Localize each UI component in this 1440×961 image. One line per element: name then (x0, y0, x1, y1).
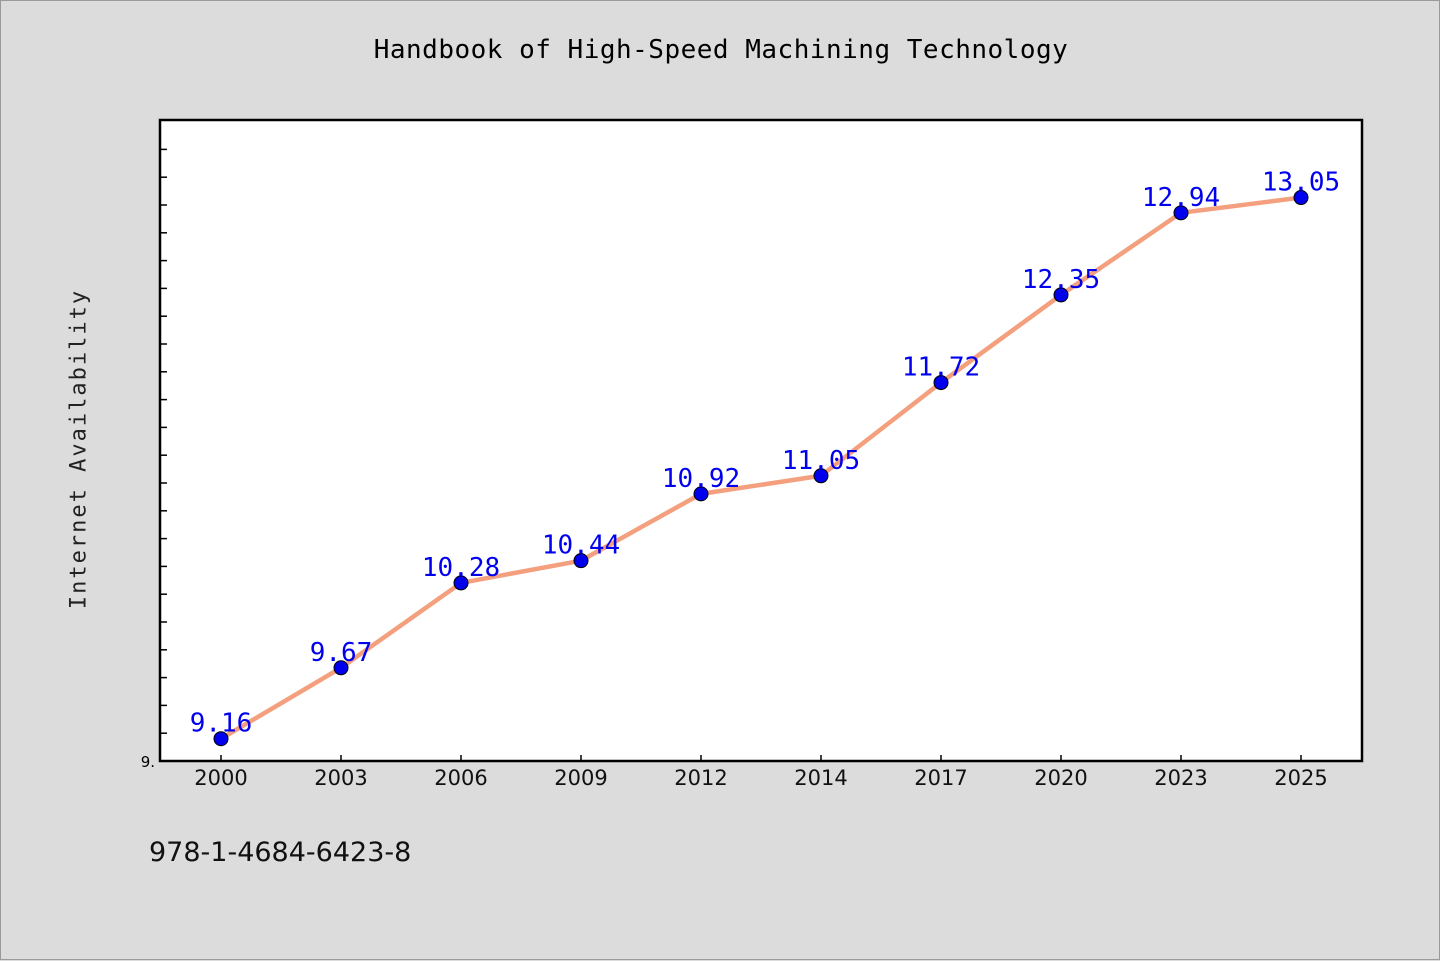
data-label: 11.05 (782, 446, 860, 476)
data-label: 12.94 (1142, 183, 1220, 213)
data-label: 10.28 (422, 553, 500, 583)
data-point (933, 375, 949, 391)
x-tick-label: 2023 (1154, 766, 1207, 790)
markers-group (213, 190, 1309, 747)
x-tick-label: 2000 (194, 766, 247, 790)
data-label: 11.72 (902, 353, 980, 383)
x-tick-label: 2014 (794, 766, 847, 790)
data-point (1173, 205, 1189, 221)
data-label: 10.44 (542, 531, 620, 561)
data-point (453, 575, 469, 591)
data-point (1053, 287, 1069, 303)
x-axis-ticks: 2000 2003 2006 2009 2012 2014 2017 2020 2023 2025 (194, 755, 1328, 790)
data-label: 9.16 (190, 709, 253, 739)
x-tick-label: 2017 (914, 766, 967, 790)
x-tick-label: 2009 (554, 766, 607, 790)
isbn-text: 978-1-4684-6423-8 (149, 837, 412, 868)
x-tick-label: 2012 (674, 766, 727, 790)
chart-title: Handbook of High-Speed Machining Technol… (373, 35, 1069, 65)
data-point (693, 486, 709, 502)
x-tick-label: 2003 (314, 766, 367, 790)
data-point (813, 468, 829, 484)
x-tick-label: 2006 (434, 766, 487, 790)
data-point (1293, 190, 1309, 206)
series-line-group (218, 195, 1304, 741)
data-point (573, 553, 589, 569)
x-tick-label: 2020 (1034, 766, 1087, 790)
data-point (213, 731, 229, 747)
y-axis-ticks: 9. (141, 148, 167, 771)
data-point (333, 660, 349, 676)
y-tick-label: 9. (141, 753, 155, 771)
data-label: 10.92 (662, 464, 740, 494)
data-label: 9.67 (310, 638, 373, 668)
data-labels-group: 9.16 9.67 10.28 10.44 10.92 11.05 11.72 12.35 12… (190, 168, 1340, 739)
series-line (218, 195, 1304, 741)
x-tick-label: 2025 (1274, 766, 1327, 790)
data-label: 12.35 (1022, 265, 1100, 295)
data-label: 13.05 (1262, 168, 1340, 198)
